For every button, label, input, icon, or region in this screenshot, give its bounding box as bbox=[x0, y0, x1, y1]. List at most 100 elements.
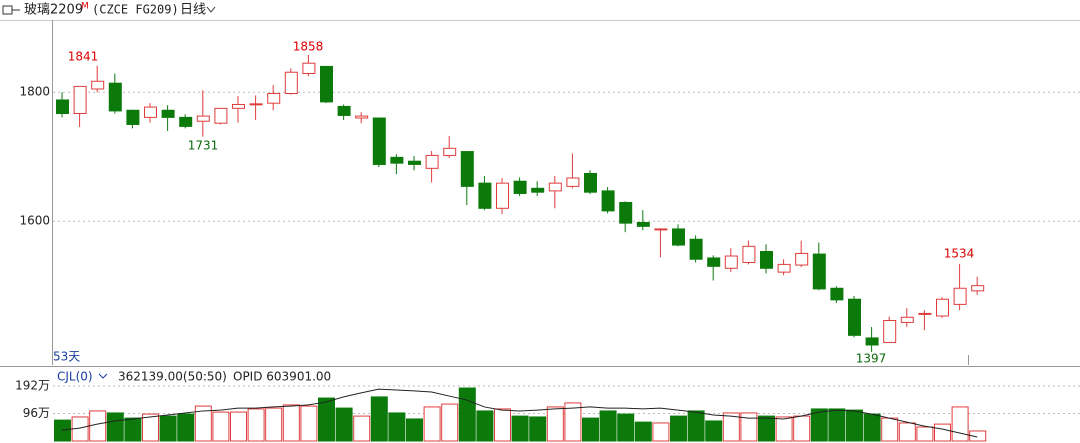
candle-body bbox=[460, 151, 474, 187]
y-tick-label: 1800 bbox=[19, 85, 50, 99]
candle-body bbox=[196, 115, 210, 122]
candle-body bbox=[531, 187, 545, 193]
volume-bar bbox=[423, 406, 441, 442]
volume-bar bbox=[582, 417, 599, 442]
volume-bar bbox=[687, 410, 705, 442]
candle-body bbox=[601, 190, 615, 212]
candle-body bbox=[619, 201, 633, 224]
volume-bar bbox=[441, 403, 459, 442]
volume-bar bbox=[722, 412, 740, 442]
symbol: 玻璃2209 bbox=[24, 3, 83, 18]
candle-body bbox=[777, 263, 791, 273]
candle-body bbox=[742, 245, 756, 263]
volume-bar bbox=[300, 405, 318, 442]
volume-bar bbox=[758, 415, 775, 442]
volume-bar bbox=[670, 415, 687, 442]
volume-bar bbox=[546, 406, 564, 442]
candle-body bbox=[161, 109, 175, 118]
period[interactable]: 日线 bbox=[180, 3, 206, 18]
volume-bar bbox=[846, 409, 863, 442]
volume-bar bbox=[740, 412, 758, 442]
days-label: 53天 bbox=[53, 350, 80, 364]
candle-body bbox=[689, 238, 703, 260]
volume-bar bbox=[89, 410, 107, 442]
low-annotation: 1731 bbox=[188, 139, 219, 153]
volume-bar bbox=[969, 430, 987, 442]
flag: M bbox=[81, 2, 89, 12]
candle-body bbox=[812, 253, 826, 290]
candle-body bbox=[848, 298, 861, 336]
volume-bar bbox=[177, 413, 195, 442]
volume-bar bbox=[863, 413, 881, 442]
candle-body bbox=[830, 287, 844, 301]
volume-bar bbox=[247, 408, 265, 442]
candle-body bbox=[513, 180, 527, 194]
volume-bar bbox=[388, 412, 406, 442]
candle-body bbox=[249, 103, 263, 106]
candle-body bbox=[654, 228, 668, 231]
candle-body bbox=[126, 109, 140, 125]
candle-body bbox=[320, 65, 333, 103]
candle-body bbox=[91, 80, 105, 90]
reading: 362139.00(50:50) bbox=[118, 370, 227, 384]
candle-body bbox=[144, 106, 157, 118]
volume-bar bbox=[370, 396, 388, 442]
volume-bar bbox=[318, 397, 335, 442]
candle-body bbox=[372, 117, 386, 165]
high-annotation: 1841 bbox=[68, 50, 99, 64]
volume-bar bbox=[406, 418, 423, 442]
volume-bar bbox=[810, 408, 828, 442]
candle-body bbox=[355, 115, 369, 119]
high-annotation: 1858 bbox=[293, 40, 324, 54]
volume-bar bbox=[194, 405, 212, 442]
candle-body bbox=[918, 312, 932, 315]
volume-bar bbox=[898, 422, 916, 442]
volume-bar bbox=[511, 415, 529, 442]
candle-body bbox=[971, 285, 985, 292]
volume-bar bbox=[458, 387, 476, 442]
volume-bar bbox=[564, 402, 582, 442]
y-tick-label: 96万 bbox=[23, 406, 50, 420]
code: (CZCE FG209) bbox=[92, 3, 179, 17]
low-annotation: 1397 bbox=[856, 352, 887, 366]
volume-bar bbox=[212, 411, 230, 442]
candle-body bbox=[179, 116, 193, 127]
volume-bar bbox=[282, 404, 300, 442]
volume-bar bbox=[142, 413, 159, 442]
candle-body bbox=[865, 337, 879, 346]
volume-bar bbox=[353, 415, 371, 442]
opid: OPID 603901.00 bbox=[233, 370, 331, 384]
candle-body bbox=[425, 154, 439, 169]
icon[interactable] bbox=[2, 5, 20, 15]
candle-body bbox=[496, 182, 509, 209]
volume-bar bbox=[705, 420, 723, 442]
candle-body bbox=[232, 103, 245, 109]
volume-bar bbox=[881, 417, 899, 442]
volume-bar bbox=[775, 416, 793, 442]
chevron[interactable] bbox=[98, 373, 108, 379]
candle-body bbox=[900, 316, 914, 323]
candle-body bbox=[443, 147, 457, 156]
indicator[interactable]: CJL(0) bbox=[57, 370, 93, 384]
volume-bar bbox=[934, 423, 951, 442]
candle-body bbox=[73, 85, 87, 115]
chevron[interactable] bbox=[206, 6, 216, 13]
candle-body bbox=[267, 93, 281, 104]
volume-bar bbox=[828, 408, 846, 442]
candle-body bbox=[408, 160, 421, 165]
volume-bar bbox=[529, 416, 547, 442]
candle-body bbox=[672, 228, 685, 246]
candle-body bbox=[108, 82, 122, 112]
volume-bar bbox=[494, 408, 511, 442]
candle-body bbox=[56, 99, 69, 115]
volume-bar bbox=[106, 412, 124, 442]
candle-body bbox=[760, 251, 773, 269]
candle-body bbox=[936, 298, 949, 317]
volume-bar bbox=[335, 407, 353, 442]
volume-bar bbox=[476, 410, 494, 442]
candle-body bbox=[566, 177, 580, 187]
candle-body bbox=[390, 156, 404, 164]
volume-bar bbox=[951, 406, 969, 442]
volume-bar bbox=[793, 415, 811, 442]
